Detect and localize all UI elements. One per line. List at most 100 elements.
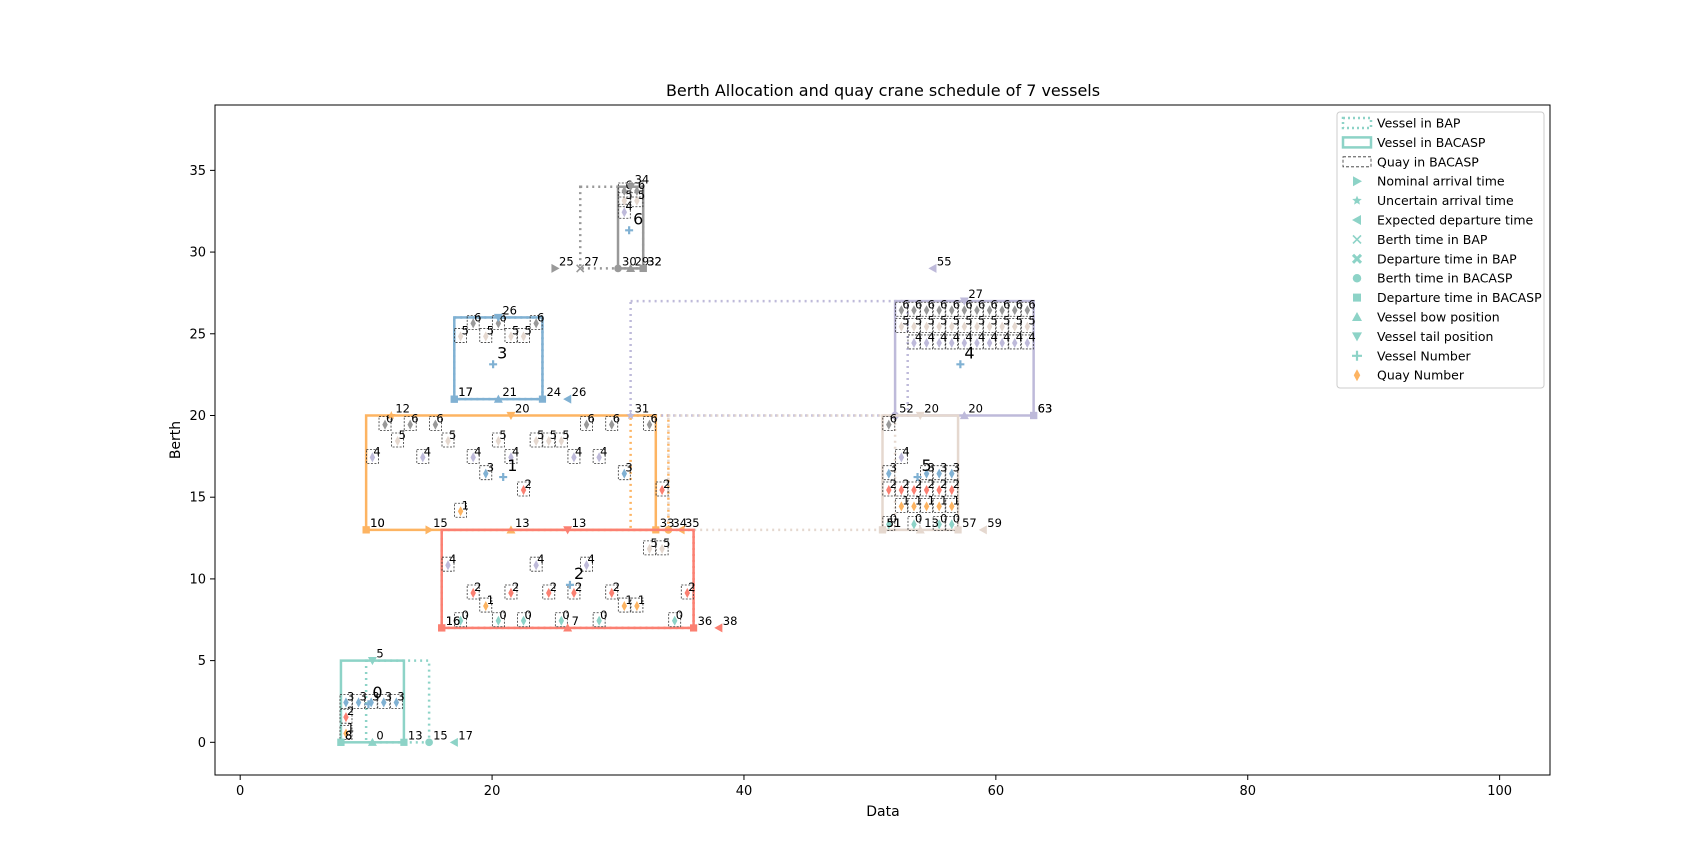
quay-number-label: 6 [537,310,544,324]
quay-diamond [949,468,955,479]
quay-diamond [646,543,653,554]
quay-cell [655,540,669,556]
y-tick-label: 35 [189,164,206,179]
quay-cell [882,515,896,531]
quay-cell [339,694,353,709]
quay-number-label: 4 [978,330,985,344]
event-tri-down [506,411,516,420]
event-label: 17 [458,728,473,742]
quay-number-label: 5 [978,314,985,328]
legend-entry-label: Quay in BACASP [1377,154,1479,169]
legend-entry-label: Uncertain arrival time [1377,193,1514,208]
quay-cell [957,334,971,350]
quay-diamond [684,587,691,599]
quay-cell [517,328,530,343]
event-tri-down [626,183,636,192]
legend-marker [1352,350,1362,361]
quay-cell [441,556,455,572]
quay-number-label: 5 [940,314,947,328]
quay-number-label: 5 [562,428,569,442]
quay-cell [995,318,1009,334]
quay-diamond [508,587,514,599]
quay-number-label: 6 [411,412,418,426]
quay-diamond [355,697,362,708]
quay-number-label: 3 [625,461,632,475]
quay-diamond [949,501,955,512]
quay-diamond [483,468,489,479]
quay-number-label: 5 [399,428,406,442]
quay-diamond [495,615,502,626]
quay-diamond [974,305,980,316]
quay-number-label: 5 [512,323,519,337]
quay-cell [932,334,946,350]
event-square [450,395,458,403]
legend-entry-label: Vessel in BACASP [1377,135,1486,150]
quay-cell [580,556,593,572]
quay-cell [466,448,480,464]
quay-number-label: 0 [915,511,922,525]
quay-cell [882,481,896,497]
vessel-number-marker [956,360,965,369]
event-label: 35 [685,516,700,530]
quay-cell [592,612,606,628]
quay-cell [983,334,996,350]
event-tri-up [367,737,377,746]
quay-cell [894,497,908,513]
vessel-number-marker [499,473,508,482]
event-label: 34 [635,173,650,187]
quay-diamond [483,331,489,342]
x-tick-label: 20 [484,784,501,799]
quay-cell [429,416,442,432]
legend-marker [1352,312,1362,321]
event-label: 15 [433,728,448,742]
event-label: 63 [1038,401,1053,415]
quay-cell [339,708,353,724]
vessel-number-label: 4 [964,343,974,362]
event-label: 13 [408,728,423,742]
quay-diamond [936,501,942,512]
event-label: 10 [370,516,385,530]
quay-diamond [621,195,628,206]
quay-diamond [898,305,905,316]
quay-cell [605,416,619,432]
quay-cell [441,432,455,448]
quay-diamond [923,305,930,316]
quay-diamond [571,587,577,599]
event-label: 17 [458,385,473,399]
legend-entry-label: Vessel tail position [1377,329,1493,344]
quay-cell [882,416,896,432]
quay-diamond [949,305,955,316]
quay-number-label: 4 [424,444,431,458]
event-label: 27 [584,254,599,268]
event-tri-up [626,263,636,273]
vessel-1-bap-box [629,414,670,532]
quay-number-label: 5 [902,314,909,328]
quay-number-label: 5 [928,314,935,328]
quay-number-label: 2 [902,477,909,491]
event-label: 31 [635,401,650,415]
quay-diamond [343,697,349,708]
legend-entry-label: Departure time in BACASP [1377,290,1542,305]
chart-title: Berth Allocation and quay crane schedule… [666,81,1100,100]
quay-cell [983,301,996,317]
quay-diamond [911,519,917,530]
event-label: 13 [515,516,530,530]
quay-number-label: 0 [525,608,532,622]
quay-diamond [445,560,451,571]
y-tick-label: 25 [189,327,206,342]
quay-number-label: 6 [1028,297,1035,311]
legend-marker [1351,253,1363,264]
event-label: 57 [962,516,977,530]
quay-diamond [986,337,993,348]
quay-cell [932,465,946,481]
quay-number-label: 0 [499,608,506,622]
quay-number-label: 3 [940,461,947,475]
quay-number-label: 2 [613,580,620,594]
quay-cell [920,318,933,334]
quay-number-label: 6 [651,412,658,426]
quay-number-label: 6 [915,297,922,311]
quay-number-label: 1 [487,593,494,607]
vessel-number-label: 2 [574,564,584,583]
